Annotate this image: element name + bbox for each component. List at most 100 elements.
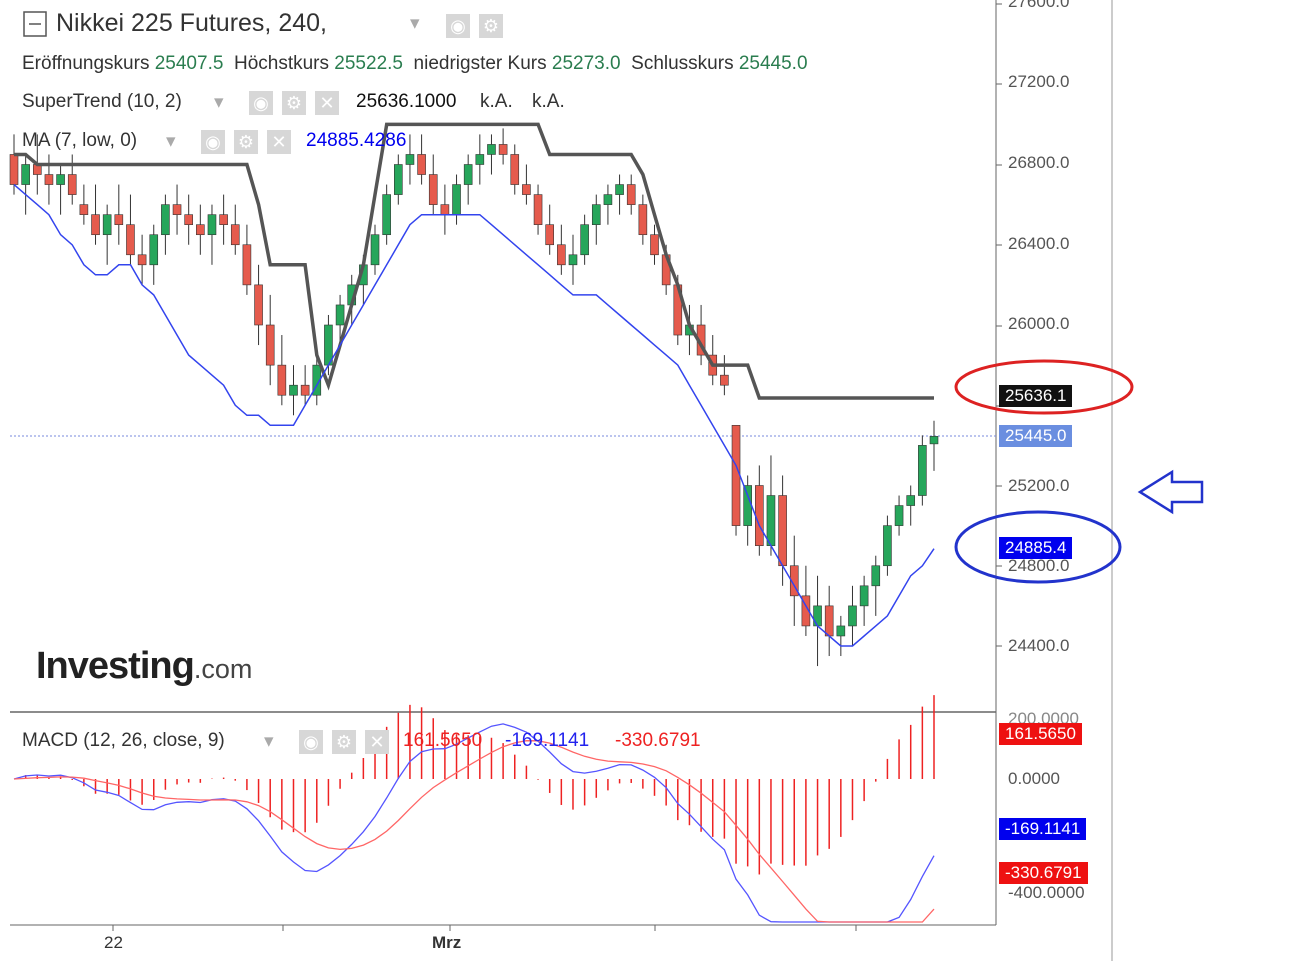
candle-body	[289, 384, 298, 396]
macd-legend[interactable]: MACD (12, 26, close, 9)	[22, 730, 225, 751]
candle-body	[591, 204, 601, 225]
price-tick: 24400.0	[1008, 636, 1070, 655]
macd-hist-value: 161.5650	[403, 730, 483, 751]
high-label: Höchstkurs	[233, 53, 330, 74]
candle-body	[626, 184, 636, 205]
date-label-mrz: Mrz	[432, 933, 462, 952]
candle-body	[265, 324, 275, 366]
ma-dropdown-icon[interactable]: ▾	[166, 131, 176, 152]
logo-suffix: .com	[193, 654, 253, 684]
candle-body	[813, 605, 822, 627]
ma-gear-icon[interactable]: ⚙	[234, 130, 258, 154]
supertrend-price-tag: 25636.1	[999, 385, 1073, 407]
close-value: 25445.0	[738, 53, 808, 74]
open-label: Eröffnungskurs	[22, 53, 150, 74]
candle-body	[731, 425, 741, 526]
ma-legend[interactable]: MA (7, low, 0)	[22, 130, 138, 151]
supertrend-close-icon[interactable]: ✕	[315, 91, 339, 115]
candle-body	[312, 364, 322, 396]
candle-body	[615, 184, 624, 195]
macd-line	[13, 723, 935, 923]
candle-body	[254, 284, 263, 326]
candle-body	[522, 184, 531, 195]
candle-body	[417, 154, 426, 175]
candle-body	[452, 184, 461, 215]
candle-body	[91, 214, 100, 236]
candle-body	[778, 495, 787, 567]
close-label: Schlusskurs	[631, 53, 734, 74]
candle-body	[580, 224, 589, 256]
candle-body	[370, 234, 380, 266]
macd-signal-line	[13, 740, 935, 923]
macd-hist-tag: 161.5650	[999, 723, 1082, 745]
macd-signal-value: -330.6791	[615, 730, 701, 751]
candle-body	[242, 244, 252, 286]
candle-body	[603, 194, 613, 205]
ma-eye-icon[interactable]: ◉	[201, 130, 225, 154]
logo-main: Investing	[36, 645, 195, 687]
macd-line-value: -169.1141	[505, 730, 590, 751]
price-tick: 26800.0	[1008, 153, 1070, 172]
candle-body	[149, 234, 159, 266]
ohlc-legend: Eröffnungskurs 25407.5 Höchstkurs 25522.…	[22, 53, 808, 75]
minimize-icon[interactable]	[23, 11, 47, 37]
candle-body	[67, 174, 77, 195]
gear-icon[interactable]: ⚙	[479, 14, 503, 38]
candle-body	[498, 144, 508, 155]
candle-body	[883, 525, 892, 567]
investing-logo: Investing.com	[36, 645, 252, 688]
candle-body	[859, 585, 869, 607]
candle-body	[207, 214, 217, 236]
macd-gear-icon[interactable]: ⚙	[332, 730, 356, 754]
macd-eye-icon[interactable]: ◉	[299, 730, 323, 754]
candle-body	[172, 204, 182, 215]
candle-body	[836, 625, 846, 637]
supertrend-extra1: k.A.	[480, 91, 513, 112]
candle-body	[650, 234, 659, 256]
candle-body	[230, 224, 240, 246]
candle-body	[766, 495, 776, 546]
candle-body	[824, 605, 834, 637]
candle-body	[789, 565, 799, 597]
title-dropdown-icon[interactable]: ▾	[410, 13, 420, 34]
supertrend-gear-icon[interactable]: ⚙	[282, 91, 306, 115]
high-value: 25522.5	[334, 53, 403, 74]
candle-body	[720, 374, 729, 386]
candle-body	[300, 384, 310, 396]
candle-body	[137, 254, 147, 266]
macd-close-icon[interactable]: ✕	[365, 730, 389, 754]
candle-body	[848, 605, 857, 627]
close-price-tag: 25445.0	[999, 425, 1073, 447]
price-tick: 27600.0	[1008, 0, 1070, 11]
candle-body	[184, 214, 193, 225]
supertrend-eye-icon[interactable]: ◉	[249, 91, 273, 115]
ma-price-tag: 24885.4	[999, 537, 1073, 559]
low-value: 25273.0	[551, 53, 621, 74]
candle-body	[929, 436, 939, 445]
candle-body	[568, 254, 578, 266]
price-tick: 26000.0	[1008, 314, 1070, 333]
ma-value: 24885.4286	[306, 130, 407, 151]
red-annotation-ellipse	[954, 359, 1134, 415]
candle-body	[533, 194, 543, 225]
candle-body	[126, 224, 135, 256]
eye-icon[interactable]: ◉	[446, 14, 470, 38]
candle-body	[102, 214, 112, 236]
open-value: 25407.5	[154, 53, 224, 74]
macd-dropdown-icon[interactable]: ▾	[264, 731, 274, 752]
candle-body	[918, 445, 927, 496]
candle-body	[405, 154, 415, 165]
ma-line	[13, 184, 935, 647]
candle-body	[79, 204, 89, 215]
candle-body	[475, 154, 485, 165]
price-tick: 27200.0	[1008, 72, 1070, 91]
ma-close-icon[interactable]: ✕	[267, 130, 291, 154]
candle-body	[743, 485, 752, 526]
candles-layer	[9, 128, 939, 667]
supertrend-legend[interactable]: SuperTrend (10, 2)	[22, 91, 182, 112]
price-tick: 24800.0	[1008, 556, 1070, 575]
supertrend-dropdown-icon[interactable]: ▾	[214, 92, 224, 113]
candle-body	[161, 204, 170, 236]
candle-body	[440, 204, 450, 215]
